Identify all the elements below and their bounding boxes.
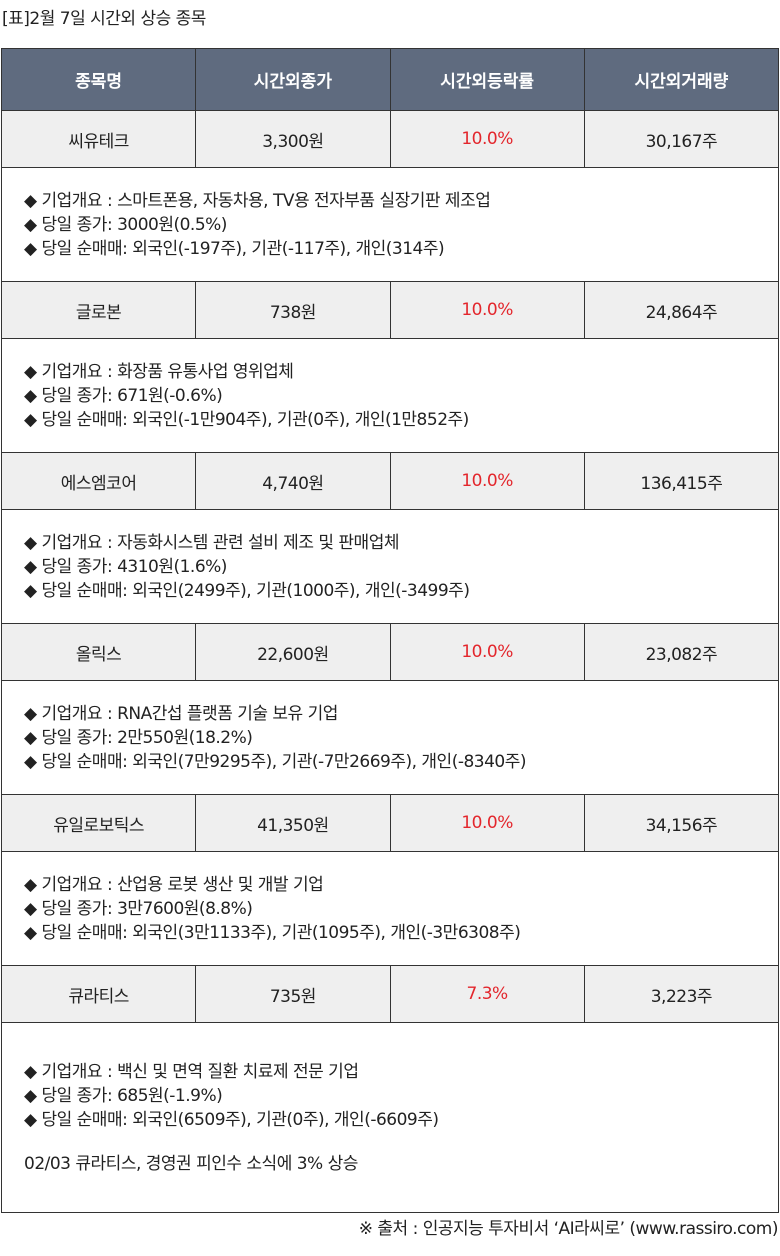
after-hours-volume: 34,156주 xyxy=(583,794,780,852)
after-hours-change: 7.3% xyxy=(389,965,585,1023)
header-row: 종목명 시간외종가 시간외등락률 시간외거래량 xyxy=(0,48,780,111)
detail-line: ◆ 기업개요 : 산업용 로봇 생산 및 개발 기업 xyxy=(24,874,324,895)
after-hours-volume: 23,082주 xyxy=(583,623,780,681)
stock-row: 올릭스 22,600원 10.0% 23,082주 xyxy=(0,623,780,681)
stock-detail-row: ◆ 기업개요 : 산업용 로봇 생산 및 개발 기업 ◆ 당일 종가: 3만760… xyxy=(1,851,779,966)
detail-line: ◆ 기업개요 : 백신 및 면역 질환 치료제 전문 기업 xyxy=(24,1061,359,1082)
detail-line: ◆ 당일 종가: 3만7600원(8.8%) xyxy=(24,898,253,919)
detail-line: ◆ 기업개요 : 스마트폰용, 자동차용, TV용 전자부품 실장기판 제조업 xyxy=(24,190,491,211)
stock-detail: ◆ 기업개요 : 화장품 유통사업 영위업체 ◆ 당일 종가: 671원(-0.6… xyxy=(1,338,779,453)
header-name: 종목명 xyxy=(0,48,197,111)
detail-line: ◆ 당일 순매매: 외국인(-1만904주), 기관(0주), 개인(1만852… xyxy=(24,409,469,430)
stock-detail-row: ◆ 기업개요 : 화장품 유통사업 영위업체 ◆ 당일 종가: 671원(-0.6… xyxy=(1,338,779,453)
after-hours-change: 10.0% xyxy=(389,281,585,339)
stock-row: 큐라티스 735원 7.3% 3,223주 xyxy=(0,965,780,1023)
stock-name: 올릭스 xyxy=(0,623,197,681)
detail-line: ◆ 당일 종가: 685원(-1.9%) xyxy=(24,1085,223,1106)
stock-detail: ◆ 기업개요 : 백신 및 면역 질환 치료제 전문 기업 ◆ 당일 종가: 68… xyxy=(1,1022,779,1213)
after-hours-volume: 24,864주 xyxy=(583,281,780,339)
detail-line: ◆ 당일 종가: 4310원(1.6%) xyxy=(24,556,227,577)
after-hours-change: 10.0% xyxy=(389,452,585,510)
detail-line: ◆ 당일 종가: 2만550원(18.2%) xyxy=(24,727,253,748)
stock-detail: ◆ 기업개요 : 자동화시스템 관련 설비 제조 및 판매업체 ◆ 당일 종가: … xyxy=(1,509,779,624)
after-hours-close: 735원 xyxy=(195,965,391,1023)
stock-detail: ◆ 기업개요 : 산업용 로봇 생산 및 개발 기업 ◆ 당일 종가: 3만760… xyxy=(1,851,779,966)
detail-line: ◆ 기업개요 : RNA간섭 플랫폼 기술 보유 기업 xyxy=(24,703,338,724)
stock-detail-row: ◆ 기업개요 : 자동화시스템 관련 설비 제조 및 판매업체 ◆ 당일 종가: … xyxy=(1,509,779,624)
header-volume: 시간외거래량 xyxy=(583,48,780,111)
detail-line: ◆ 기업개요 : 화장품 유통사업 영위업체 xyxy=(24,361,294,382)
stock-name: 유일로보틱스 xyxy=(0,794,197,852)
detail-line: ◆ 당일 순매매: 외국인(2499주), 기관(1000주), 개인(-349… xyxy=(24,580,470,601)
detail-line: ◆ 당일 순매매: 외국인(3만1133주), 기관(1095주), 개인(-3… xyxy=(24,922,521,943)
header-change: 시간외등락률 xyxy=(389,48,585,111)
detail-line: ◆ 당일 순매매: 외국인(6509주), 기관(0주), 개인(-6609주) xyxy=(24,1109,439,1130)
after-hours-table: 종목명 시간외종가 시간외등락률 시간외거래량 씨유테크 3,300원 10.0… xyxy=(0,48,780,1213)
after-hours-volume: 136,415주 xyxy=(583,452,780,510)
stock-row: 에스엠코어 4,740원 10.0% 136,415주 xyxy=(0,452,780,510)
after-hours-close: 22,600원 xyxy=(195,623,391,681)
after-hours-change: 10.0% xyxy=(389,623,585,681)
stock-name: 씨유테크 xyxy=(0,110,197,168)
detail-line: ◆ 기업개요 : 자동화시스템 관련 설비 제조 및 판매업체 xyxy=(24,532,399,553)
stock-row: 씨유테크 3,300원 10.0% 30,167주 xyxy=(0,110,780,168)
header-close: 시간외종가 xyxy=(195,48,391,111)
after-hours-change: 10.0% xyxy=(389,794,585,852)
after-hours-close: 41,350원 xyxy=(195,794,391,852)
after-hours-volume: 30,167주 xyxy=(583,110,780,168)
detail-line: ◆ 당일 순매매: 외국인(-197주), 기관(-117주), 개인(314주… xyxy=(24,238,445,259)
detail-line: ◆ 당일 종가: 3000원(0.5%) xyxy=(24,214,227,235)
stock-detail: ◆ 기업개요 : RNA간섭 플랫폼 기술 보유 기업 ◆ 당일 종가: 2만55… xyxy=(1,680,779,795)
news-line: 02/03 큐라티스, 경영권 피인수 소식에 3% 상승 xyxy=(24,1153,358,1174)
after-hours-close: 738원 xyxy=(195,281,391,339)
stock-name: 큐라티스 xyxy=(0,965,197,1023)
source-footer: ※ 출처 : 인공지능 투자비서 ‘AI라씨로’ (www.rassiro.co… xyxy=(358,1219,779,1239)
stock-detail-row: ◆ 기업개요 : 스마트폰용, 자동차용, TV용 전자부품 실장기판 제조업 ◆… xyxy=(1,167,779,282)
detail-line: ◆ 당일 순매매: 외국인(7만9295주), 기관(-7만2669주), 개인… xyxy=(24,751,527,772)
table-title: [표]2월 7일 시간외 상승 종목 xyxy=(2,9,206,29)
stock-name: 에스엠코어 xyxy=(0,452,197,510)
stock-row: 글로본 738원 10.0% 24,864주 xyxy=(0,281,780,339)
stock-name: 글로본 xyxy=(0,281,197,339)
stock-detail-row: ◆ 기업개요 : RNA간섭 플랫폼 기술 보유 기업 ◆ 당일 종가: 2만55… xyxy=(1,680,779,795)
stock-detail: ◆ 기업개요 : 스마트폰용, 자동차용, TV용 전자부품 실장기판 제조업 ◆… xyxy=(1,167,779,282)
stock-row: 유일로보틱스 41,350원 10.0% 34,156주 xyxy=(0,794,780,852)
after-hours-change: 10.0% xyxy=(389,110,585,168)
detail-line: ◆ 당일 종가: 671원(-0.6%) xyxy=(24,385,223,406)
stock-detail-row: ◆ 기업개요 : 백신 및 면역 질환 치료제 전문 기업 ◆ 당일 종가: 68… xyxy=(1,1022,779,1213)
after-hours-close: 4,740원 xyxy=(195,452,391,510)
after-hours-volume: 3,223주 xyxy=(583,965,780,1023)
after-hours-close: 3,300원 xyxy=(195,110,391,168)
